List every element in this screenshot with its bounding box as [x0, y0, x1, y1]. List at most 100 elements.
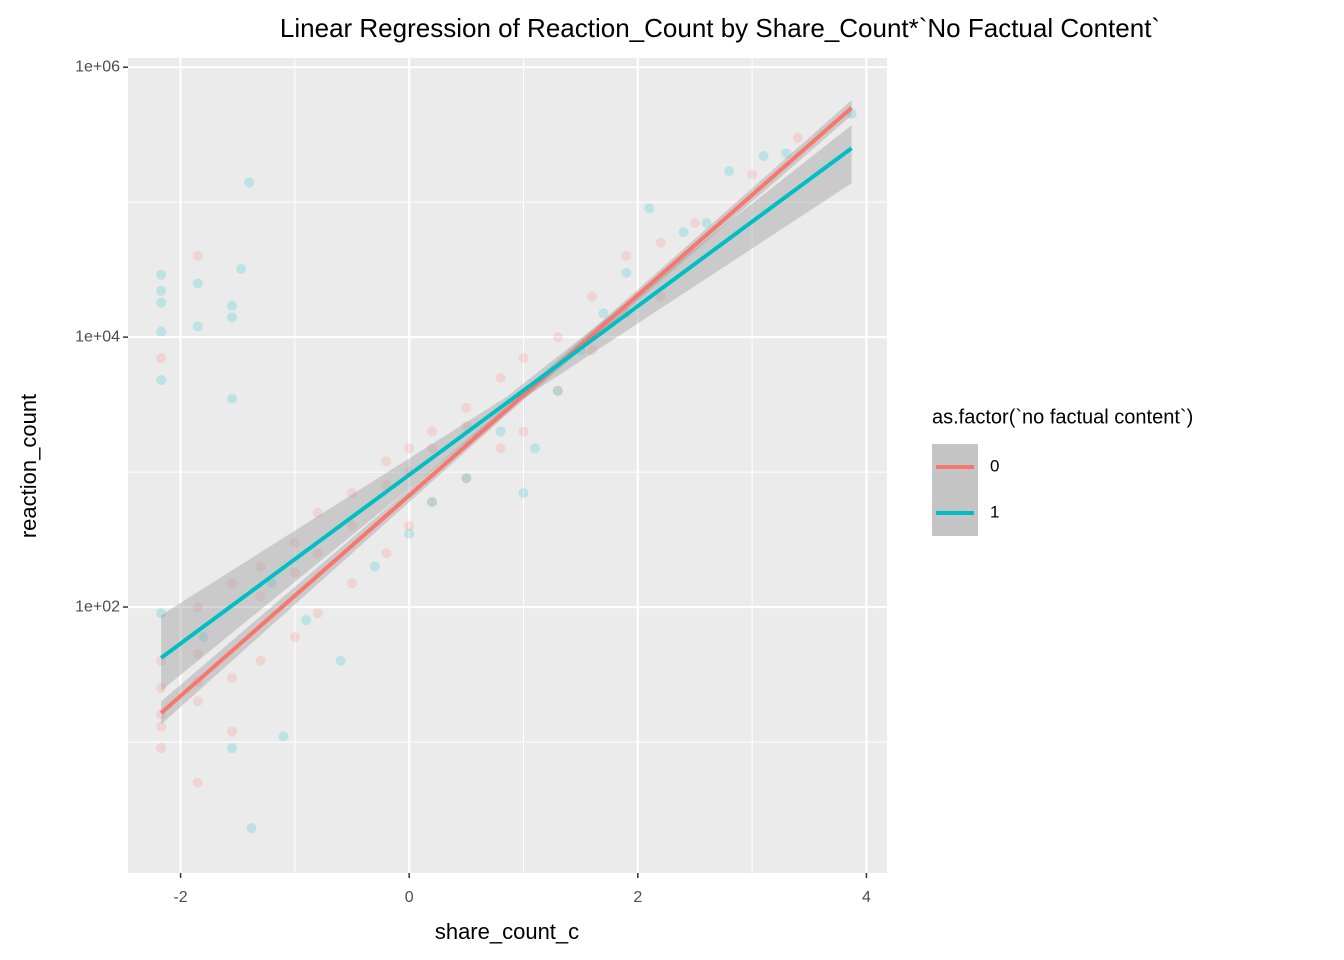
point: [192, 648, 203, 659]
point: [246, 823, 257, 834]
point: [192, 602, 203, 613]
point: [347, 487, 358, 498]
point: [369, 561, 380, 572]
regression-line: [159, 106, 853, 715]
point: [792, 132, 803, 143]
legend-title: as.factor(`no factual content`): [932, 406, 1193, 428]
point: [701, 218, 712, 229]
point: [724, 166, 735, 177]
point: [587, 291, 598, 302]
point: [655, 237, 666, 248]
point: [781, 148, 792, 159]
point: [552, 385, 563, 396]
point: [655, 291, 666, 302]
x-tick-label: 0: [405, 889, 414, 906]
point: [244, 177, 255, 188]
point: [347, 520, 358, 531]
point: [255, 591, 266, 602]
point: [267, 578, 278, 589]
point: [301, 615, 312, 626]
point: [156, 375, 167, 386]
point: [192, 321, 203, 332]
y-tick-label: 1e+04: [75, 328, 120, 345]
point: [518, 353, 529, 364]
point: [156, 297, 167, 308]
point: [156, 285, 167, 296]
y-tick-label: 1e+02: [75, 598, 120, 615]
point: [156, 326, 167, 337]
point: [427, 426, 438, 437]
point: [156, 683, 167, 694]
x-axis-title: share_count_c: [435, 919, 579, 944]
point: [552, 332, 563, 343]
point: [518, 487, 529, 498]
point: [156, 721, 167, 732]
point: [552, 385, 563, 396]
y-tick-label: 1e+06: [75, 58, 120, 75]
point: [156, 743, 167, 754]
point: [198, 631, 209, 642]
point: [404, 520, 415, 531]
point: [156, 608, 167, 619]
legend-label: 1: [990, 502, 999, 521]
point: [689, 218, 700, 229]
point: [529, 443, 540, 454]
point: [236, 263, 247, 274]
point: [255, 561, 266, 572]
x-tick-label: 4: [862, 889, 871, 906]
point: [495, 372, 506, 383]
point: [192, 278, 203, 289]
point: [427, 497, 438, 508]
point: [747, 169, 758, 180]
point: [347, 578, 358, 589]
x-tick-label: 2: [633, 889, 642, 906]
point: [156, 269, 167, 280]
point: [227, 578, 238, 589]
point: [227, 743, 238, 754]
point: [461, 402, 472, 413]
point: [678, 227, 689, 238]
point: [427, 497, 438, 508]
point: [227, 726, 238, 737]
plot-panel: [128, 58, 887, 873]
point: [278, 731, 289, 742]
point: [621, 267, 632, 278]
point: [227, 301, 238, 312]
point: [227, 312, 238, 323]
y-axis-title: reaction_count: [16, 394, 41, 538]
point: [427, 443, 438, 454]
legend-label: 0: [990, 456, 999, 475]
point: [461, 473, 472, 484]
point: [461, 473, 472, 484]
point: [156, 353, 167, 364]
point: [227, 672, 238, 683]
point: [758, 150, 769, 161]
point: [381, 548, 392, 559]
point: [289, 567, 300, 578]
point: [289, 537, 300, 548]
point: [598, 308, 609, 319]
point: [518, 426, 529, 437]
point: [192, 250, 203, 261]
point: [192, 777, 203, 788]
chart-title: Linear Regression of Reaction_Count by S…: [280, 13, 1160, 43]
point: [255, 655, 266, 666]
point: [312, 507, 323, 518]
point: [227, 393, 238, 404]
point: [644, 203, 655, 214]
x-tick-label: -2: [173, 889, 187, 906]
point: [312, 548, 323, 559]
point: [335, 655, 346, 666]
point: [404, 528, 415, 539]
regression-line: [159, 146, 853, 660]
point: [587, 345, 598, 356]
point: [495, 426, 506, 437]
point: [192, 696, 203, 707]
point: [289, 631, 300, 642]
point: [495, 443, 506, 454]
point: [381, 456, 392, 467]
point: [621, 250, 632, 261]
point: [312, 608, 323, 619]
